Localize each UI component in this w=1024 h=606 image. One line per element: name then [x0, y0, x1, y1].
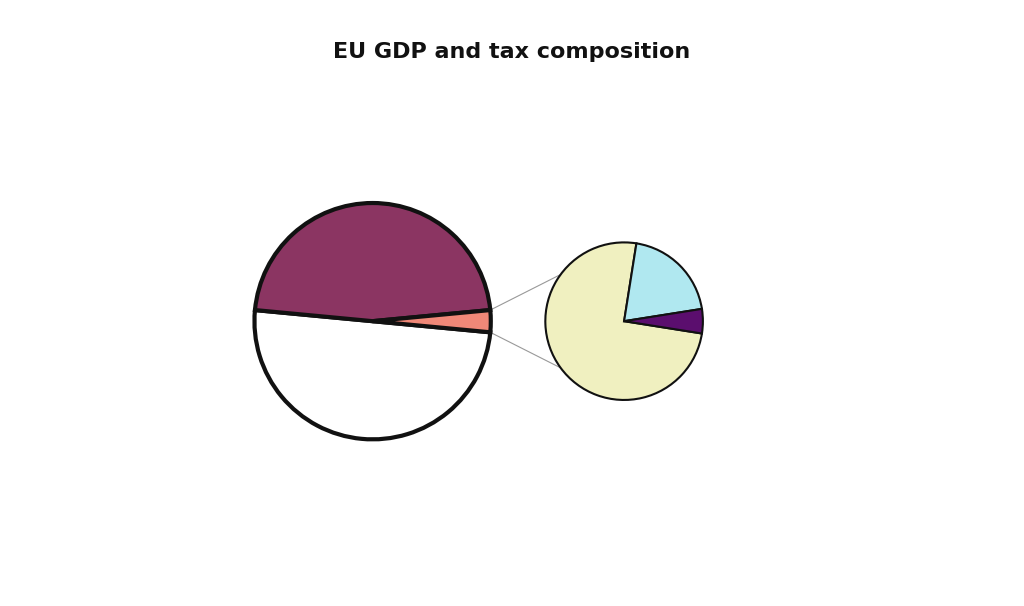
- Wedge shape: [624, 244, 701, 321]
- Wedge shape: [546, 242, 701, 400]
- Wedge shape: [254, 310, 490, 439]
- Wedge shape: [624, 309, 702, 333]
- Wedge shape: [373, 310, 490, 332]
- Wedge shape: [255, 203, 490, 321]
- Text: EU GDP and tax composition: EU GDP and tax composition: [334, 42, 690, 62]
